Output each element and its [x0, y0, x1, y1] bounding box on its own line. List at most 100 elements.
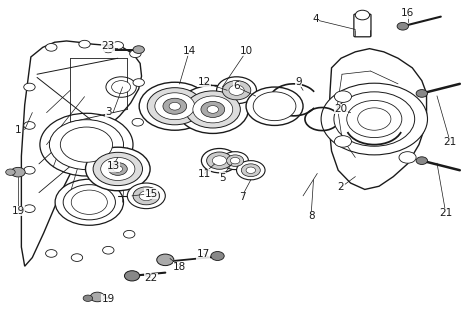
- Text: 20: 20: [334, 104, 348, 114]
- Text: 13: 13: [106, 161, 120, 172]
- Circle shape: [86, 147, 150, 191]
- Circle shape: [71, 190, 107, 214]
- Text: 11: 11: [198, 169, 211, 180]
- Text: 9: 9: [295, 76, 302, 87]
- Circle shape: [334, 92, 415, 146]
- Text: 1: 1: [15, 124, 21, 135]
- Circle shape: [193, 96, 233, 123]
- Circle shape: [63, 185, 115, 220]
- Circle shape: [112, 42, 124, 49]
- Circle shape: [241, 164, 260, 177]
- Circle shape: [397, 22, 408, 30]
- Circle shape: [347, 100, 402, 138]
- Circle shape: [207, 106, 218, 113]
- Polygon shape: [21, 41, 142, 266]
- Circle shape: [222, 81, 251, 100]
- Circle shape: [155, 93, 195, 120]
- Circle shape: [24, 122, 35, 129]
- Circle shape: [79, 40, 90, 48]
- Circle shape: [93, 152, 142, 186]
- Circle shape: [230, 157, 240, 164]
- Text: 21: 21: [444, 137, 457, 148]
- Circle shape: [201, 148, 238, 173]
- Circle shape: [229, 85, 244, 95]
- Circle shape: [169, 102, 180, 110]
- Circle shape: [321, 83, 428, 155]
- Circle shape: [101, 157, 135, 180]
- Circle shape: [104, 46, 113, 53]
- Circle shape: [227, 155, 244, 166]
- Circle shape: [237, 161, 265, 180]
- Circle shape: [24, 166, 35, 174]
- Circle shape: [11, 167, 25, 177]
- Circle shape: [212, 156, 227, 165]
- Circle shape: [177, 85, 248, 133]
- Circle shape: [127, 183, 165, 209]
- Circle shape: [60, 127, 113, 162]
- Circle shape: [217, 77, 256, 104]
- Circle shape: [147, 88, 202, 125]
- Text: 21: 21: [439, 208, 452, 218]
- Text: 17: 17: [197, 249, 210, 260]
- Circle shape: [246, 167, 256, 173]
- Text: 19: 19: [102, 294, 115, 304]
- Text: 7: 7: [239, 192, 246, 202]
- Circle shape: [55, 179, 124, 225]
- Circle shape: [46, 250, 57, 257]
- Circle shape: [358, 108, 391, 130]
- Text: 16: 16: [401, 8, 414, 19]
- Circle shape: [253, 92, 296, 121]
- Circle shape: [222, 152, 248, 170]
- Circle shape: [112, 81, 131, 93]
- Circle shape: [246, 87, 303, 125]
- Circle shape: [355, 10, 370, 20]
- Text: 5: 5: [219, 172, 226, 183]
- Polygon shape: [329, 49, 427, 189]
- Circle shape: [334, 91, 352, 102]
- Circle shape: [106, 77, 136, 97]
- Circle shape: [334, 136, 352, 147]
- Text: 8: 8: [308, 211, 314, 221]
- Text: 18: 18: [173, 262, 186, 272]
- Circle shape: [6, 169, 15, 175]
- Text: 19: 19: [11, 206, 25, 216]
- Circle shape: [139, 191, 153, 201]
- Circle shape: [133, 187, 160, 205]
- Circle shape: [133, 79, 144, 86]
- Circle shape: [113, 166, 123, 172]
- Circle shape: [399, 152, 416, 163]
- Circle shape: [201, 101, 225, 117]
- Circle shape: [416, 157, 428, 164]
- Text: 4: 4: [313, 14, 319, 24]
- Text: 6: 6: [233, 81, 240, 92]
- Text: 22: 22: [144, 273, 158, 284]
- Circle shape: [71, 254, 83, 261]
- Text: 15: 15: [144, 188, 158, 199]
- Text: 23: 23: [102, 41, 115, 52]
- FancyBboxPatch shape: [354, 14, 371, 37]
- Circle shape: [124, 271, 140, 281]
- Text: 2: 2: [338, 182, 344, 192]
- Circle shape: [139, 82, 210, 130]
- Text: 14: 14: [182, 46, 196, 56]
- Circle shape: [24, 205, 35, 212]
- Circle shape: [83, 295, 93, 301]
- Circle shape: [124, 230, 135, 238]
- Text: 3: 3: [105, 107, 112, 117]
- Circle shape: [132, 118, 143, 126]
- Circle shape: [103, 246, 114, 254]
- Circle shape: [24, 83, 35, 91]
- Circle shape: [133, 46, 144, 53]
- Circle shape: [416, 90, 428, 97]
- Circle shape: [163, 98, 187, 114]
- Circle shape: [130, 50, 141, 58]
- Text: 10: 10: [239, 46, 253, 56]
- Text: 12: 12: [198, 76, 211, 87]
- Circle shape: [46, 44, 57, 51]
- Circle shape: [185, 91, 240, 128]
- Circle shape: [90, 292, 104, 302]
- Circle shape: [207, 152, 232, 169]
- Circle shape: [40, 113, 133, 176]
- Circle shape: [49, 120, 124, 170]
- Circle shape: [211, 252, 224, 260]
